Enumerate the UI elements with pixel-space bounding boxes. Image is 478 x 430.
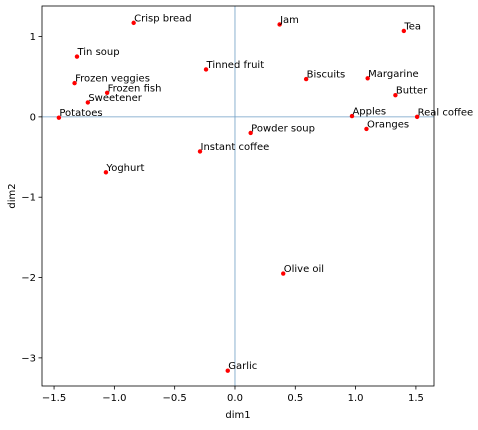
y-axis-title: dim2 <box>7 183 18 208</box>
point-label: Jam <box>279 15 299 26</box>
point-label: Butter <box>396 86 428 97</box>
x-tick-label: −0.5 <box>163 393 187 404</box>
data-point <box>414 114 420 120</box>
x-tick-label: −1.0 <box>102 393 126 404</box>
point-label: Yoghurt <box>105 163 144 174</box>
data-point <box>56 115 62 120</box>
data-point <box>104 90 110 95</box>
y-tick-label: 0 <box>30 112 36 123</box>
data-point <box>248 130 253 136</box>
y-tick-label: −1 <box>21 193 36 204</box>
data-point <box>349 113 355 119</box>
y-tick-label: −3 <box>21 353 36 364</box>
data-point <box>74 54 80 59</box>
point-label: Frozen fish <box>108 83 162 94</box>
data-point <box>131 20 136 26</box>
x-axis-title: dim1 <box>225 410 250 421</box>
data-points <box>56 20 420 373</box>
point-label: Sweetener <box>88 93 142 104</box>
point-label: Potatoes <box>59 108 102 119</box>
data-point <box>277 22 282 27</box>
data-point <box>225 368 230 373</box>
point-label: Frozen veggies <box>75 74 150 85</box>
point-label: Biscuits <box>307 70 346 81</box>
data-point <box>203 67 209 72</box>
data-point <box>85 100 91 105</box>
reference-lines <box>42 6 434 386</box>
data-point <box>393 92 398 98</box>
x-tick-label: 1.0 <box>348 393 364 404</box>
data-point <box>197 149 203 154</box>
data-point <box>281 271 286 276</box>
data-point <box>364 126 369 132</box>
point-label: Crisp bread <box>134 13 191 24</box>
point-label: Tin soup <box>76 47 119 58</box>
data-point <box>365 76 370 81</box>
y-tick-label: −2 <box>21 273 36 284</box>
axis-ticks: −1.5 −1.0 −0.5 0.0 0.5 1.0 1.5 1 0 −1 −2 −3 <box>21 32 424 404</box>
x-tick-label: 0.5 <box>287 393 303 404</box>
point-label: Oranges <box>367 119 409 130</box>
point-label: Real coffee <box>418 107 474 118</box>
point-label: Olive oil <box>284 264 324 275</box>
point-label: Tinned fruit <box>206 60 265 71</box>
point-label: Tea <box>403 21 421 32</box>
data-point <box>72 80 77 86</box>
data-point <box>303 76 309 82</box>
point-label: Garlic <box>228 361 257 372</box>
x-tick-label: −1.5 <box>42 393 66 404</box>
point-label: Instant coffee <box>201 142 270 153</box>
data-point <box>103 170 109 175</box>
point-labels: Crisp bread Jam Tea Tin soup Tinned fruit Bis… <box>59 13 473 372</box>
data-point <box>401 28 407 34</box>
point-label: Apples <box>352 107 386 118</box>
plot-frame <box>41 5 435 387</box>
point-label: Powder soup <box>251 123 315 134</box>
x-tick-label: 1.5 <box>408 393 424 404</box>
point-label: Margarine <box>368 69 419 80</box>
x-tick-label: 0.0 <box>227 393 243 404</box>
y-tick-label: 1 <box>30 32 36 43</box>
